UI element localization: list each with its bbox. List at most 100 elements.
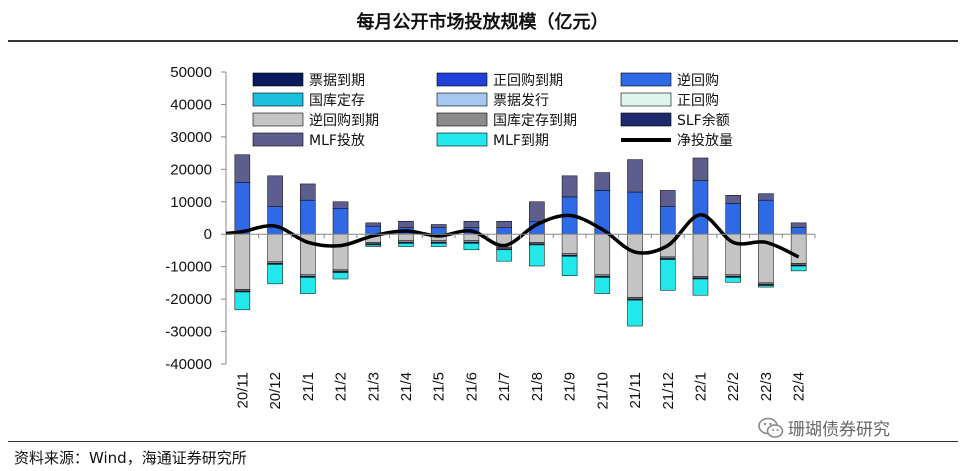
legend-swatch [436, 92, 488, 107]
legend-label: 票据到期 [309, 73, 365, 89]
bar [300, 199, 316, 235]
x-tick-label: 21/12 [660, 372, 677, 410]
x-axis: 20/11 20/12 21/1 21/2 21/3 21/4 21/5 21/6 21/7 21… [225, 233, 816, 410]
bar [463, 233, 480, 241]
bar [332, 201, 349, 209]
page-title: 每月公开市场投放规模（亿元） [356, 12, 609, 33]
bar [398, 243, 414, 247]
wechat-icon [758, 417, 784, 438]
bar [267, 206, 283, 235]
bar [725, 203, 741, 235]
bar [234, 291, 251, 311]
legend-swatch [436, 132, 488, 147]
y-tick-label: 10000 [170, 194, 212, 211]
legend-swatch [252, 72, 304, 87]
bar [692, 233, 709, 277]
legend-label: 正回购 [677, 93, 719, 109]
bar [398, 233, 414, 241]
legend-label: 净投放量 [677, 133, 733, 149]
bar [692, 180, 709, 235]
bar [627, 299, 643, 327]
legend-label: MLF投放 [309, 133, 365, 149]
bar [430, 243, 447, 247]
bar [725, 277, 741, 283]
bar [659, 206, 676, 235]
legend-swatch [252, 132, 304, 147]
x-tick-label: 21/6 [463, 372, 480, 401]
bar [365, 222, 382, 227]
bar [594, 277, 611, 294]
y-tick-label: -40000 [165, 356, 212, 373]
legend-label: 国库定存 [309, 93, 365, 109]
bar [463, 243, 480, 251]
x-tick-label: 22/1 [692, 372, 709, 401]
x-tick-label: 21/2 [333, 372, 350, 401]
bar [758, 285, 774, 288]
bar [267, 233, 283, 263]
bar [496, 220, 512, 228]
y-tick-label: 20000 [170, 161, 212, 178]
x-tick-label: 21/7 [496, 372, 513, 401]
x-tick-label: 21/9 [562, 372, 579, 401]
legend-swatch [620, 92, 672, 107]
x-tick-label: 22/2 [725, 372, 742, 401]
bar [267, 264, 283, 285]
bar [398, 220, 414, 228]
bar [332, 272, 349, 280]
legend-label: 正回购到期 [493, 73, 563, 89]
y-tick-label: 30000 [170, 129, 212, 146]
legend-swatch [620, 72, 672, 87]
x-tick-label: 21/5 [431, 372, 448, 401]
bar [627, 233, 643, 298]
bar [790, 222, 807, 228]
legend-label: 国库定存到期 [493, 113, 577, 129]
x-tick-label: 21/8 [529, 372, 546, 401]
chart: 50000 40000 30000 20000 10000 0 -10000 -20000 -3… [165, 64, 816, 410]
legend-label: 票据发行 [493, 93, 549, 109]
bar [758, 193, 774, 201]
bar [725, 195, 741, 204]
bar [267, 175, 283, 207]
watermark: 珊瑚债券研究 [758, 415, 890, 440]
bar [594, 172, 611, 191]
legend-swatch [252, 112, 304, 127]
y-tick-label: 40000 [170, 96, 212, 113]
bar [496, 227, 512, 235]
y-tick-label: -20000 [165, 291, 212, 308]
legend-swatch [252, 92, 304, 107]
bars [234, 154, 807, 327]
bar [430, 227, 447, 235]
bar [365, 244, 382, 247]
bar [659, 259, 676, 291]
legend-swatch [436, 112, 488, 127]
bar [496, 249, 512, 262]
bar [332, 233, 349, 271]
bar [627, 191, 643, 235]
top-divider [8, 40, 958, 42]
bar [300, 183, 316, 201]
bar [300, 277, 316, 294]
y-tick-label: 50000 [170, 64, 212, 81]
bar [463, 220, 480, 228]
bar [561, 175, 578, 198]
x-tick-label: 20/11 [234, 372, 251, 408]
bottom-divider [8, 441, 958, 442]
bar [234, 154, 251, 183]
legend-label: MLF到期 [493, 133, 549, 149]
net-line-path [225, 213, 800, 259]
net-line [225, 213, 800, 259]
bar [790, 265, 807, 272]
bar [627, 159, 643, 193]
legend-swatch [436, 72, 488, 87]
bar [561, 256, 578, 277]
bar [790, 227, 807, 235]
bar [234, 233, 251, 290]
legend-label: 逆回购到期 [309, 113, 379, 129]
bar [790, 233, 807, 264]
x-tick-label: 21/10 [594, 372, 611, 410]
source-note: 资料来源：Wind，海通证券研究所 [14, 449, 247, 467]
x-tick-label: 22/3 [758, 372, 775, 401]
x-tick-label: 21/3 [365, 372, 382, 401]
x-tick-label: 22/4 [791, 372, 808, 401]
